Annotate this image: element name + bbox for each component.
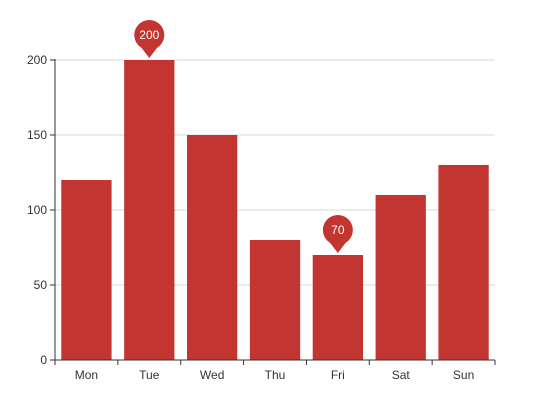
- marker-label: 200: [139, 28, 159, 42]
- marker-pin-shape: [134, 20, 165, 59]
- y-tick-label: 100: [27, 203, 47, 217]
- bar-fri: [312, 255, 363, 360]
- x-tick-label-fri: Fri: [331, 368, 345, 382]
- bar-sat: [375, 195, 426, 360]
- bars: [61, 60, 489, 360]
- y-tick-label: 0: [40, 353, 47, 367]
- value-marker-fri: 70: [322, 215, 353, 253]
- x-tick-label-thu: Thu: [265, 368, 286, 382]
- marker-label: 70: [331, 223, 345, 237]
- bar-mon: [61, 180, 112, 360]
- value-markers: 200 70: [134, 20, 353, 253]
- y-tick-label: 150: [27, 128, 47, 142]
- marker-pin-shape: [322, 215, 353, 253]
- x-tick-label-tue: Tue: [139, 368, 160, 382]
- bar-thu: [249, 240, 301, 360]
- bar-tue: [124, 60, 175, 360]
- bar-sun: [438, 165, 489, 360]
- x-tick-label-wed: Wed: [200, 368, 224, 382]
- x-tick-label-sat: Sat: [392, 368, 411, 382]
- x-tick-label-sun: Sun: [453, 368, 474, 382]
- y-tick-label: 50: [34, 278, 48, 292]
- bar-wed: [187, 135, 238, 360]
- value-marker-tue: 200: [134, 20, 165, 59]
- x-axis-tick-labels: Mon Tue Wed Thu Fri Sat Sun: [75, 368, 474, 382]
- axes: [50, 59, 496, 365]
- x-tick-label-mon: Mon: [75, 368, 98, 382]
- y-tick-label: 200: [27, 53, 47, 67]
- y-axis-tick-labels: 0 50 100 150 200: [27, 53, 47, 367]
